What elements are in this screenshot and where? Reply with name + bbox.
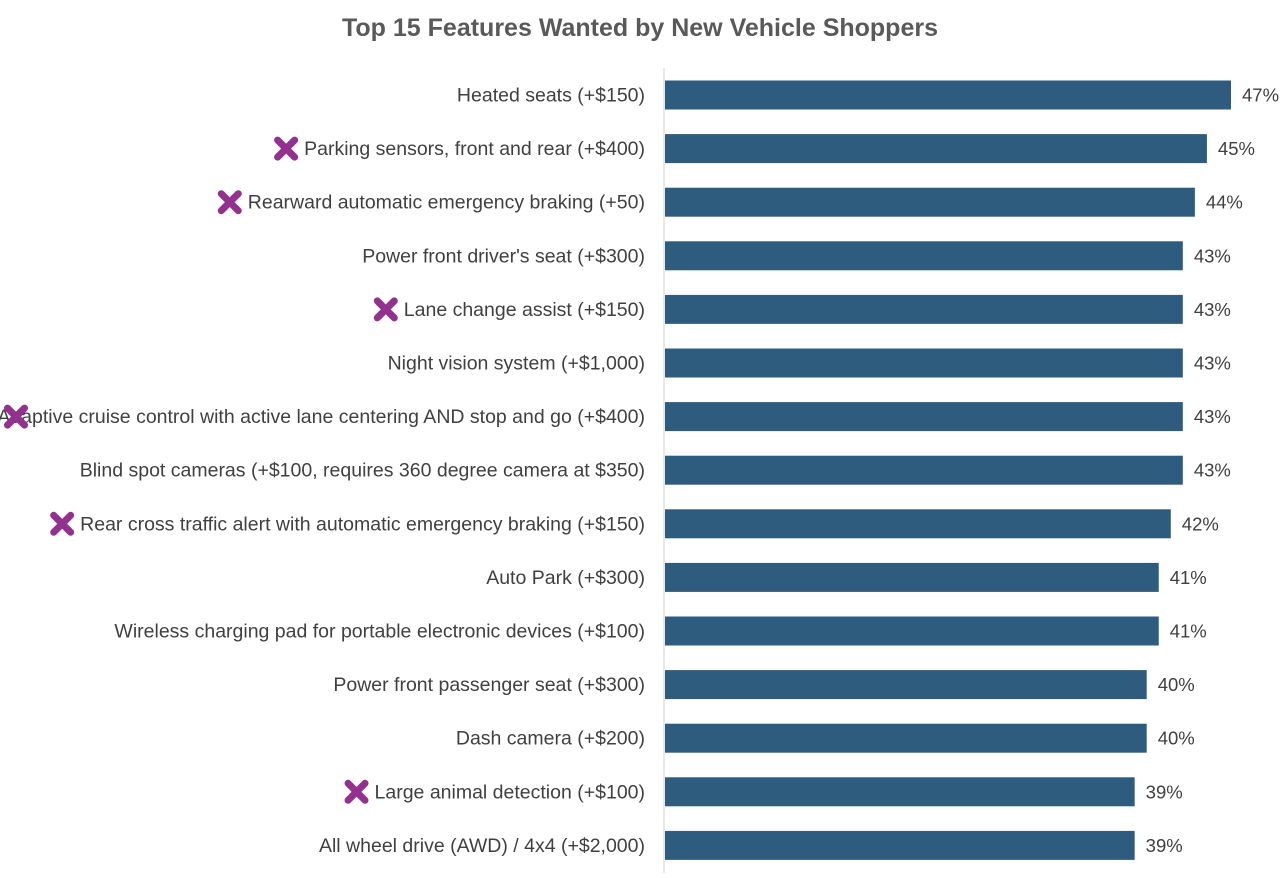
data-label: 39% — [1146, 835, 1183, 856]
category-label: Parking sensors, front and rear (+$400) — [304, 138, 645, 160]
x-mark-icon — [344, 779, 369, 804]
bar — [665, 348, 1183, 378]
data-label: 41% — [1170, 567, 1207, 588]
bar — [665, 134, 1207, 164]
category-label: Large animal detection (+$100) — [375, 781, 645, 803]
x-mark-icon — [274, 136, 299, 161]
bar — [665, 723, 1147, 753]
data-label: 47% — [1242, 85, 1279, 106]
data-label: 40% — [1158, 728, 1195, 749]
category-label: Power front passenger seat (+$300) — [333, 674, 645, 696]
bar — [665, 80, 1231, 110]
data-label: 40% — [1158, 674, 1195, 695]
data-label: 44% — [1206, 192, 1243, 213]
data-label: 41% — [1170, 621, 1207, 642]
category-label: Lane change assist (+$150) — [404, 299, 645, 321]
bar — [665, 509, 1171, 539]
category-label: Heated seats (+$150) — [457, 85, 645, 107]
bar — [665, 616, 1159, 646]
bar — [665, 830, 1135, 860]
x-mark-icon — [50, 511, 75, 536]
data-label: 43% — [1194, 406, 1231, 427]
category-label: Rearward automatic emergency braking (+5… — [248, 192, 645, 214]
data-label: 43% — [1194, 460, 1231, 481]
category-label: Wireless charging pad for portable elect… — [114, 621, 645, 643]
category-label: Night vision system (+$1,000) — [388, 353, 645, 375]
bar — [665, 241, 1183, 271]
category-label: Blind spot cameras (+$100, requires 360 … — [80, 460, 645, 482]
bar — [665, 777, 1135, 807]
data-label: 43% — [1194, 245, 1231, 266]
category-label: Auto Park (+$300) — [486, 567, 645, 589]
data-label: 43% — [1194, 353, 1231, 374]
data-label: 43% — [1194, 299, 1231, 320]
bar — [665, 562, 1159, 592]
category-label: All wheel drive (AWD) / 4x4 (+$2,000) — [319, 835, 645, 857]
bar — [665, 187, 1195, 217]
bar — [665, 455, 1183, 485]
data-label: 39% — [1146, 781, 1183, 802]
x-mark-icon — [217, 190, 242, 215]
category-label: Dash camera (+$200) — [456, 728, 645, 750]
data-label: 42% — [1182, 513, 1219, 534]
bar — [665, 670, 1147, 700]
bar — [665, 402, 1183, 432]
x-mark-icon — [4, 404, 28, 429]
category-label: Adaptive cruise control with active lane… — [0, 406, 645, 428]
data-label: 45% — [1218, 138, 1255, 159]
category-label: Power front driver's seat (+$300) — [362, 245, 645, 267]
x-mark-icon — [373, 297, 398, 322]
category-label: Rear cross traffic alert with automatic … — [80, 513, 645, 535]
bar — [665, 294, 1183, 324]
chart-title: Top 15 Features Wanted by New Vehicle Sh… — [342, 14, 938, 42]
